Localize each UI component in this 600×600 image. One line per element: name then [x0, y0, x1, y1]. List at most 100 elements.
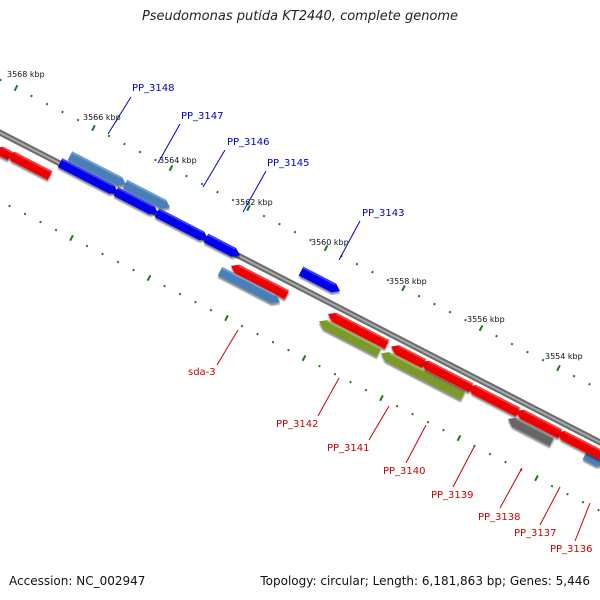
gene-pp3143[interactable] — [298, 266, 343, 296]
gene-d[interactable] — [0, 144, 13, 161]
gene-c-arrow — [582, 450, 600, 467]
gene-pp3146-highlight — [117, 187, 155, 208]
gene-pp3146[interactable] — [113, 187, 161, 218]
gene-pp3142-arrow — [319, 320, 382, 357]
outer-ring-tick — [433, 302, 436, 306]
gene-pp3137-arrow — [508, 417, 555, 447]
outer-ring-tick — [216, 190, 219, 194]
gene-label-pp3140[interactable]: PP_3140 — [383, 466, 426, 477]
accession-text: Accession: NC_002947 — [9, 574, 146, 588]
gene-pp3139-highlight — [475, 385, 521, 410]
gene-pp3141-pair-highlight — [398, 345, 427, 361]
gene-label-pp3137[interactable]: PP_3137 — [514, 528, 557, 539]
gene-pp3141[interactable] — [379, 349, 466, 401]
leader-pp3147 — [157, 123, 181, 164]
gene-pp3143-highlight — [302, 266, 337, 286]
gene-label-pp3148[interactable]: PP_3148 — [132, 83, 175, 94]
scale-label-3566: 3566 kbp — [83, 113, 121, 122]
outer-ring-tick — [371, 270, 374, 274]
gene-a[interactable] — [57, 158, 121, 197]
inner-ring-tick — [597, 508, 600, 512]
outer-ring-tick — [278, 222, 281, 226]
gene-sda3-arrow — [217, 266, 281, 304]
gene-pp3139-arrow — [468, 385, 521, 417]
gene-e-highlight — [14, 151, 53, 173]
gene-pp3138-highlight — [523, 409, 563, 432]
outer-ring-tick — [526, 350, 529, 354]
outer-ring-tick — [61, 110, 64, 114]
gene-pp3142-pair[interactable] — [326, 310, 390, 349]
gene-pp3141-pair[interactable] — [389, 342, 427, 368]
inner-ring-tick — [271, 340, 275, 344]
inner-ring-tick — [426, 420, 430, 424]
gene-sda3[interactable] — [217, 266, 283, 307]
gene-label-pp3147[interactable]: PP_3147 — [181, 111, 224, 122]
gene-label-pp3143[interactable]: PP_3143 — [362, 208, 405, 219]
gene-track — [0, 144, 600, 467]
gene-pp3145-arrow — [154, 208, 209, 241]
scale-label-3568: 3568 kbp — [7, 70, 45, 79]
outer-ring-tick — [572, 374, 576, 378]
gene-f-arrow — [231, 264, 290, 300]
outer-tick-ring — [0, 78, 591, 386]
gene-label-pp3146[interactable]: PP_3146 — [227, 137, 270, 148]
gene-label-pp3136[interactable]: PP_3136 — [550, 544, 593, 555]
scale-labels: 3568 kbp 3566 kbp 3564 kbp 3562 kbp 3560… — [7, 70, 583, 361]
leader-pp3141 — [368, 405, 390, 441]
outer-ring-tick — [448, 310, 452, 314]
inner-ring-tick — [456, 434, 462, 442]
gene-pp3148-highlight — [71, 151, 123, 179]
outer-ring-tick — [13, 84, 19, 92]
gene-label-pp3142[interactable]: PP_3142 — [276, 419, 319, 430]
outer-ring-tick — [588, 382, 591, 386]
inner-ring-tick — [23, 212, 27, 216]
inner-ring-tick — [534, 474, 539, 482]
gene-pp3145-highlight — [158, 208, 205, 234]
gene-pp3148[interactable] — [67, 151, 129, 189]
inner-ring-tick — [333, 372, 337, 376]
outer-ring-tick — [495, 334, 498, 338]
inner-ring-tick — [379, 394, 384, 402]
outer-ring-tick — [0, 78, 2, 82]
gene-a-highlight — [61, 158, 115, 187]
gene-e[interactable] — [5, 149, 53, 180]
inner-ring-tick — [550, 484, 554, 488]
gene-label-pp3145[interactable]: PP_3145 — [267, 158, 310, 169]
gene-pp3137[interactable] — [506, 414, 555, 447]
forward-gene-labels: PP_3148 PP_3147 PP_3146 PP_3145 PP_3143 — [132, 83, 405, 219]
leader-pp3138 — [499, 467, 523, 509]
inner-ring-tick — [256, 332, 259, 336]
outer-ring-tick — [154, 158, 157, 162]
gene-f[interactable] — [229, 261, 290, 300]
gene-label-pp3139[interactable]: PP_3139 — [431, 490, 474, 501]
inner-ring-tick — [504, 460, 507, 464]
gene-pp3142[interactable] — [317, 317, 382, 357]
inner-ring-tick — [488, 452, 492, 456]
outer-ring-tick — [510, 342, 514, 346]
inner-ring-tick — [349, 380, 352, 384]
gene-label-pp3141[interactable]: PP_3141 — [327, 443, 370, 454]
inner-ring-tick — [395, 404, 399, 408]
gene-pp3139[interactable] — [466, 382, 521, 417]
gene-b-highlight — [207, 233, 237, 250]
inner-ring-tick — [240, 324, 244, 328]
outer-ring-tick — [168, 164, 174, 172]
inner-ring-tick — [39, 220, 42, 224]
scale-label-3558: 3558 kbp — [389, 277, 427, 286]
gene-pp3140[interactable] — [419, 358, 474, 393]
outer-ring-tick — [107, 134, 111, 138]
outer-ring-tick — [200, 182, 204, 186]
inner-ring-tick — [146, 274, 152, 282]
outer-ring-tick — [45, 102, 49, 106]
gene-pp3136[interactable] — [555, 428, 600, 460]
gene-label-pp3138[interactable]: PP_3138 — [478, 512, 521, 523]
outer-ring-tick — [123, 142, 126, 146]
gene-pp3145[interactable] — [154, 208, 211, 243]
gene-label-sda3[interactable]: sda-3 — [188, 367, 216, 378]
gene-pp3147[interactable] — [122, 179, 173, 212]
gene-pp3138[interactable] — [514, 407, 563, 439]
gene-pp3137-highlight — [515, 417, 555, 439]
inner-ring-tick — [132, 268, 135, 272]
inner-ring-tick — [301, 354, 307, 362]
gene-b[interactable] — [203, 233, 243, 260]
